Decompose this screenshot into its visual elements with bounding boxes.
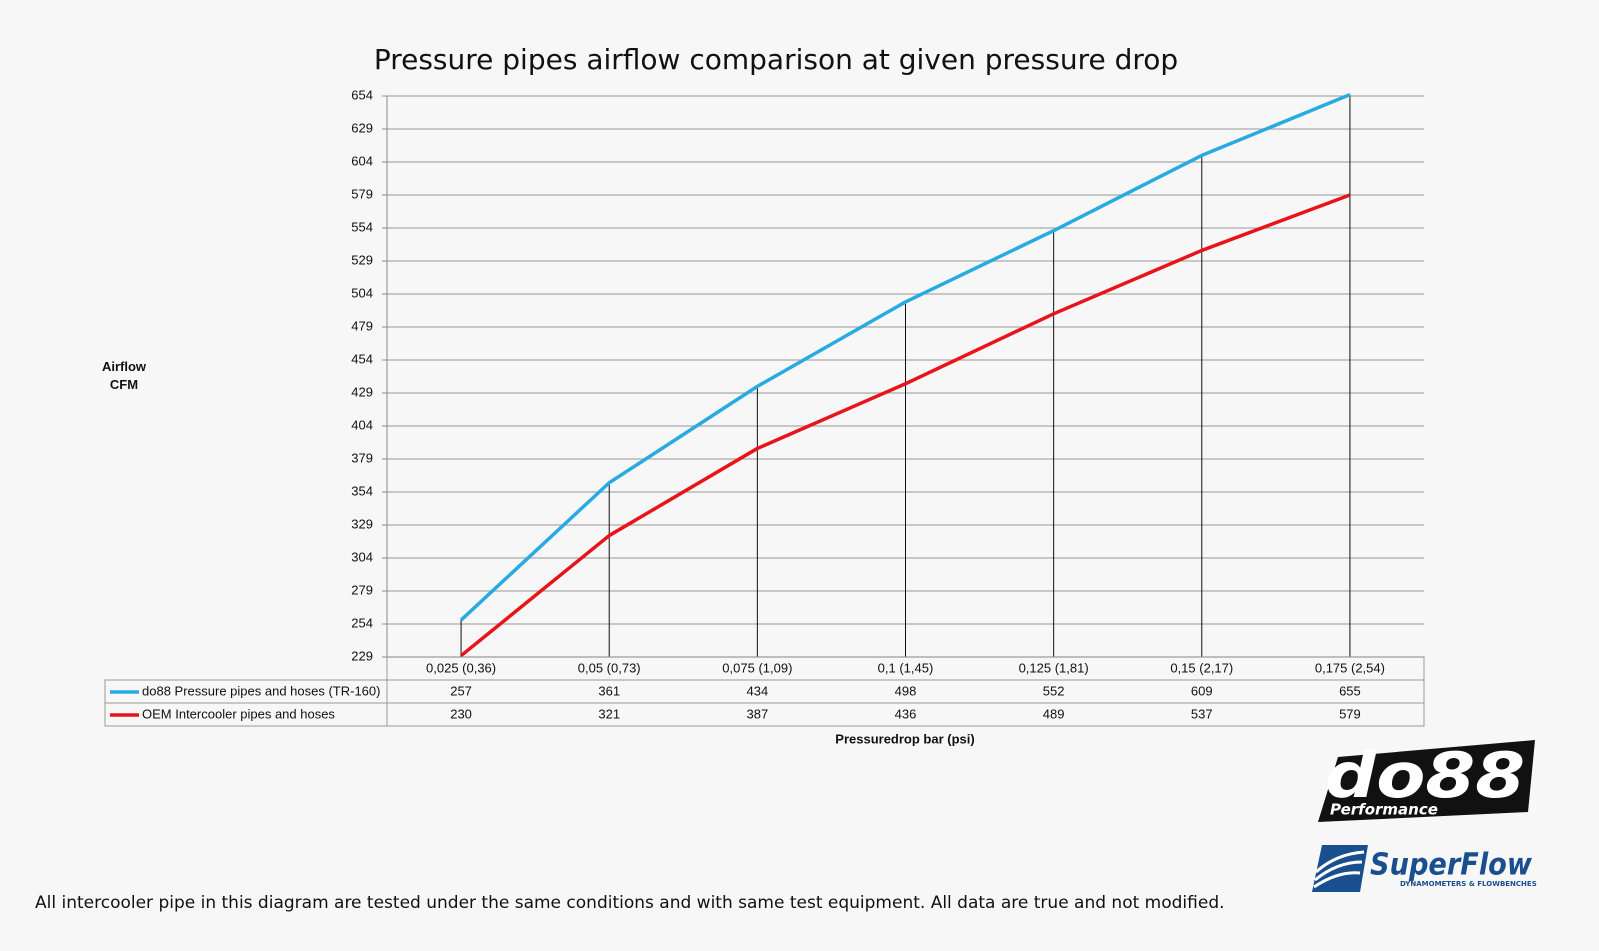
y-tick-label: 229 [351,648,373,663]
y-tick-label: 304 [351,549,373,564]
logo-text: DYNAMOMETERS & FLOWBENCHES [1400,880,1537,888]
table-value: 552 [1043,683,1065,698]
x-tick-label: 0,125 (1,81) [1019,660,1089,675]
y-tick-label: 604 [351,153,373,168]
table-value: 489 [1043,706,1065,721]
table-value: 361 [598,683,620,698]
y-tick-label: 454 [351,351,373,366]
do88-logo: do88 Performance [1318,739,1535,822]
y-tick-label: 504 [351,285,373,300]
y-tick-label: 279 [351,582,373,597]
table-value: 609 [1191,683,1213,698]
logo-text: Performance [1330,801,1438,819]
x-tick-label: 0,1 (1,45) [878,660,934,675]
footnote: All intercooler pipe in this diagram are… [35,893,1225,913]
y-tick-label: 479 [351,318,373,333]
table-value: 257 [450,683,472,698]
table-value: 230 [450,706,472,721]
x-axis-title: Pressuredrop bar (psi) [835,731,974,746]
y-tick-label: 354 [351,483,373,498]
y-tick-label: 654 [351,87,373,102]
table-value: 655 [1339,683,1361,698]
x-tick-label: 0,05 (0,73) [578,660,641,675]
y-tick-label: 404 [351,417,373,432]
table-value: 434 [747,683,769,698]
chart-title: Pressure pipes airflow comparison at giv… [374,43,1178,76]
table-value: 579 [1339,706,1361,721]
series-line [459,193,1351,658]
y-axis-title: Airflow CFM [101,359,147,392]
y-tick-label: 579 [351,186,373,201]
series-line [459,93,1351,622]
logo-text: do88 [1325,739,1525,812]
legend-label: OEM Intercooler pipes and hoses [142,706,335,721]
y-tick-label: 329 [351,516,373,531]
table-value: 498 [895,683,917,698]
superflow-logo: SuperFlow DYNAMOMETERS & FLOWBENCHES [1312,845,1537,892]
x-tick-label: 0,025 (0,36) [426,660,496,675]
y-tick-label: 529 [351,252,373,267]
table-value: 537 [1191,706,1213,721]
x-tick-label: 0,175 (2,54) [1315,660,1385,675]
y-tick-label: 554 [351,219,373,234]
y-tick-label: 429 [351,384,373,399]
y-tick-label: 379 [351,450,373,465]
x-tick-label: 0,15 (2,17) [1170,660,1233,675]
logo-text: SuperFlow [1370,848,1532,883]
y-tick-label: 629 [351,120,373,135]
table-value: 321 [598,706,620,721]
x-tick-label: 0,075 (1,09) [722,660,792,675]
table-value: 387 [747,706,769,721]
legend-label: do88 Pressure pipes and hoses (TR-160) [142,683,380,698]
table-value: 436 [895,706,917,721]
y-tick-label: 254 [351,615,373,630]
